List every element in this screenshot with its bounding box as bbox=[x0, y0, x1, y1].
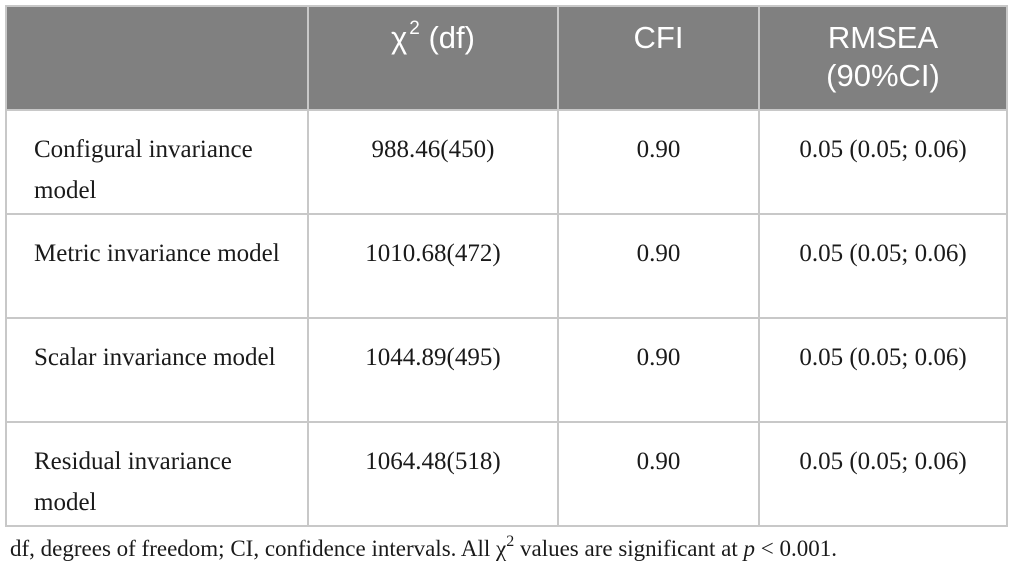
header-rmsea: RMSEA (90%CI) bbox=[758, 5, 1008, 111]
rmsea-value: 0.05 (0.05; 0.06) bbox=[758, 317, 1008, 423]
rmsea-value: 0.05 (0.05; 0.06) bbox=[758, 213, 1008, 319]
table-row: Scalar invariance model 1044.89(495) 0.9… bbox=[5, 317, 1008, 423]
rmsea-value: 0.05 (0.05; 0.06) bbox=[758, 109, 1008, 215]
model-name: Configural invariance model bbox=[5, 109, 309, 215]
cfi-value: 0.90 bbox=[557, 213, 760, 319]
table-footnote: df, degrees of freedom; CI, confidence i… bbox=[10, 533, 837, 562]
cfi-value: 0.90 bbox=[557, 109, 760, 215]
chi-superscript: 2 bbox=[409, 18, 420, 39]
table-row: Residual invariance model 1064.48(518) 0… bbox=[5, 421, 1008, 527]
header-cfi: CFI bbox=[557, 5, 760, 111]
chi-square-value: 1044.89(495) bbox=[307, 317, 559, 423]
chi-symbol: χ bbox=[391, 20, 408, 55]
model-name: Residual invariance model bbox=[5, 421, 309, 527]
rmsea-value: 0.05 (0.05; 0.06) bbox=[758, 421, 1008, 527]
footnote-text-2: values are significant at bbox=[514, 536, 744, 561]
table-row: Metric invariance model 1010.68(472) 0.9… bbox=[5, 213, 1008, 319]
model-name: Scalar invariance model bbox=[5, 317, 309, 423]
chi-df-label: (df) bbox=[419, 20, 475, 55]
rmsea-ci-label: (90%CI) bbox=[826, 58, 940, 93]
chi-square-value: 1010.68(472) bbox=[307, 213, 559, 319]
cfi-value: 0.90 bbox=[557, 421, 760, 527]
cfi-value: 0.90 bbox=[557, 317, 760, 423]
chi-square-value: 1064.48(518) bbox=[307, 421, 559, 527]
footnote-text-3: < 0.001. bbox=[755, 536, 837, 561]
table-body: Configural invariance model 988.46(450) … bbox=[5, 109, 1008, 527]
header-empty bbox=[5, 5, 309, 111]
rmsea-label: RMSEA bbox=[827, 20, 939, 55]
footnote-p-symbol: p bbox=[743, 536, 756, 561]
model-name: Metric invariance model bbox=[5, 213, 309, 319]
footnote-superscript: 2 bbox=[506, 533, 515, 550]
table-row: Configural invariance model 988.46(450) … bbox=[5, 109, 1008, 215]
footnote-text-1: df, degrees of freedom; CI, confidence i… bbox=[10, 536, 507, 561]
chi-square-value: 988.46(450) bbox=[307, 109, 559, 215]
